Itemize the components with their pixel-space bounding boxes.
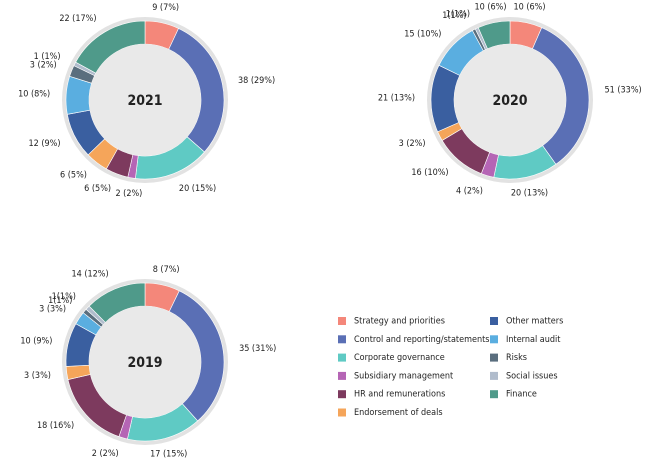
legend-swatch [490, 317, 498, 325]
value-label: 10 (6%) [513, 3, 545, 13]
value-label: 38 (29%) [238, 76, 275, 86]
value-label: 51 (33%) [604, 86, 641, 96]
value-label: 14 (12%) [71, 270, 108, 280]
legend-label: Finance [506, 390, 537, 400]
value-label: 10 (8%) [18, 90, 50, 100]
value-label: 10 (6%) [474, 3, 506, 13]
value-label: 12 (9%) [28, 139, 60, 149]
chart-title: 2021 [127, 93, 162, 109]
legend-label: Internal audit [506, 335, 560, 345]
legend-swatch [490, 390, 498, 399]
value-label: 4 (2%) [456, 187, 483, 197]
value-label: 3 (3%) [24, 371, 51, 381]
value-label: 15 (10%) [404, 30, 441, 40]
value-label: 10 (9%) [20, 336, 52, 346]
value-label: 20 (15%) [179, 184, 216, 194]
legend-label: Subsidiary management [354, 371, 453, 381]
value-label: 1(1%) [442, 11, 466, 21]
donut-hole [89, 306, 201, 418]
legend-swatch [338, 353, 346, 362]
value-label: 9 (7%) [152, 3, 179, 13]
value-label: 2 (2%) [115, 189, 142, 199]
legend-label: Control and reporting/statements [354, 335, 490, 345]
value-label: 3 (2%) [30, 60, 57, 70]
value-label: 6 (5%) [84, 184, 111, 194]
legend-swatch [338, 408, 346, 417]
legend-swatch [338, 317, 346, 325]
value-label: 21 (13%) [378, 94, 415, 104]
value-label: 35 (31%) [239, 344, 276, 354]
legend-swatch [490, 371, 498, 380]
value-label: 16 (10%) [411, 168, 448, 178]
legend-label: Corporate governance [354, 353, 445, 363]
legend-label: Social issues [506, 371, 558, 381]
legend-label: Risks [506, 353, 527, 363]
value-label: 8 (7%) [153, 265, 180, 275]
donut-hole [454, 44, 566, 156]
value-label: 17 (15%) [150, 449, 187, 459]
value-label: 22 (17%) [59, 14, 96, 24]
chart-title: 2020 [492, 93, 527, 109]
legend-label: HR and remunerations [354, 390, 445, 400]
value-label: 1(1%) [52, 292, 76, 302]
legend-swatch [338, 335, 346, 344]
value-label: 3 (2%) [399, 139, 426, 149]
value-label: 20 (13%) [511, 188, 548, 198]
value-label: 1 (1%) [34, 52, 61, 62]
value-label: 1(1%) [48, 296, 72, 306]
legend-swatch [338, 390, 346, 399]
value-label: 2 (2%) [92, 449, 119, 459]
value-label: 1(1%) [446, 9, 470, 19]
chart-title: 2019 [127, 355, 162, 371]
value-label: 6 (5%) [60, 171, 87, 181]
value-label: 18 (16%) [37, 421, 74, 431]
legend-label: Strategy and priorities [354, 317, 445, 327]
legend-swatch [490, 335, 498, 344]
legend-swatch [338, 371, 346, 380]
legend-label: Endorsement of deals [354, 408, 443, 418]
value-label: 3 (3%) [39, 305, 66, 315]
donut-hole [89, 44, 201, 156]
legend-swatch [490, 353, 498, 362]
legend-label: Other matters [506, 317, 563, 327]
